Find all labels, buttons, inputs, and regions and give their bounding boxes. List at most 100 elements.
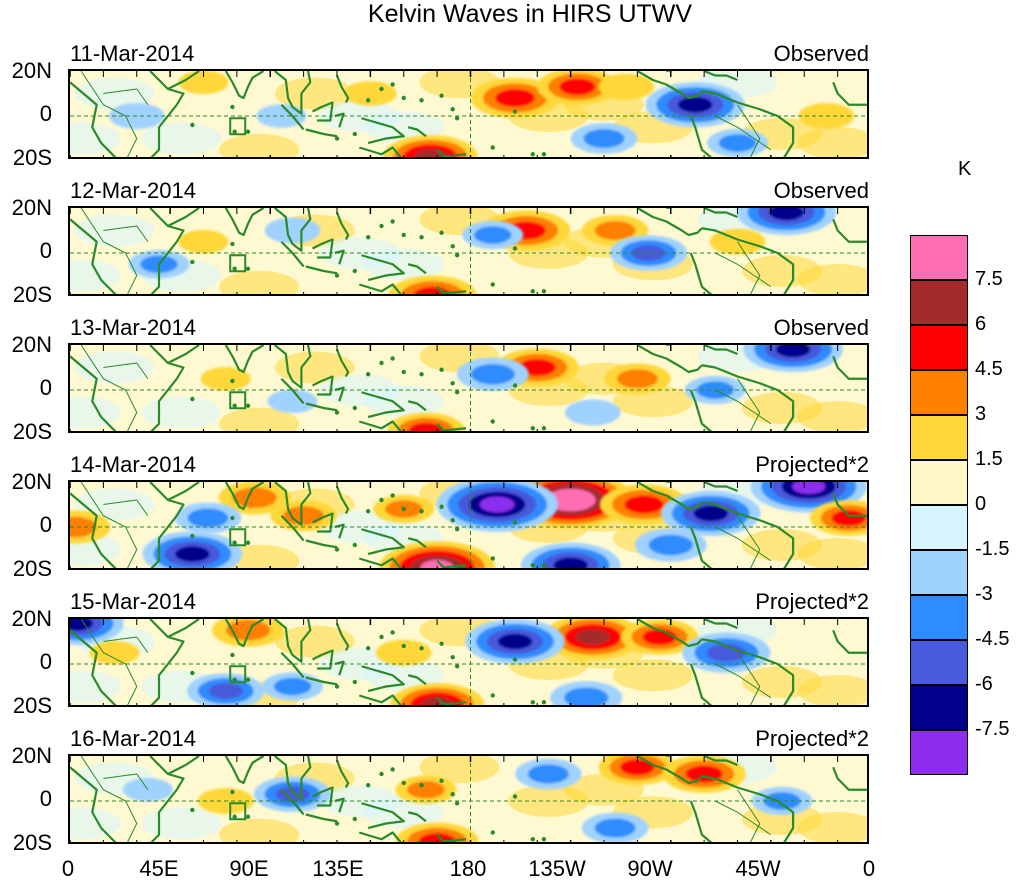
panel-type: Projected*2 xyxy=(755,589,869,614)
coastline xyxy=(703,208,738,219)
coastline xyxy=(832,355,867,380)
map-svg xyxy=(70,71,867,157)
contour-band xyxy=(763,792,801,810)
lon-label: 90E xyxy=(229,856,269,881)
island xyxy=(401,369,406,375)
lat-label: 20S xyxy=(12,693,52,718)
colorbar-swatch xyxy=(910,685,968,730)
coastline xyxy=(305,265,338,275)
island xyxy=(232,677,237,682)
negative-anomaly xyxy=(142,531,243,568)
island xyxy=(379,497,384,503)
coastline xyxy=(703,345,738,356)
coastline xyxy=(689,252,713,294)
island xyxy=(450,655,455,660)
lat-label: 20N xyxy=(11,469,52,494)
island xyxy=(490,145,495,150)
island xyxy=(190,396,195,402)
coastline xyxy=(224,71,265,100)
texture-blob xyxy=(419,756,500,784)
contour-band xyxy=(408,422,444,431)
negative-anomaly xyxy=(634,528,707,562)
country-border xyxy=(80,619,138,705)
contour-band xyxy=(648,534,693,556)
island xyxy=(190,670,195,676)
island xyxy=(541,700,547,705)
coastline xyxy=(312,786,334,807)
coastline xyxy=(636,208,703,237)
coastline xyxy=(305,813,338,823)
island xyxy=(365,646,371,651)
lat-label: 20N xyxy=(11,743,52,768)
map-svg xyxy=(70,619,867,705)
colorbar-label: 1.5 xyxy=(975,448,1003,470)
positive-anomaly xyxy=(604,363,671,395)
island xyxy=(365,372,371,377)
island xyxy=(454,253,460,258)
coastline xyxy=(70,218,117,294)
contour-band xyxy=(555,493,587,507)
island xyxy=(334,547,340,552)
coastline xyxy=(280,651,305,679)
island xyxy=(365,98,371,103)
contour-band xyxy=(553,557,588,568)
coastline xyxy=(358,694,402,705)
coastline xyxy=(636,71,703,100)
island xyxy=(450,107,455,112)
contour-band xyxy=(225,620,271,641)
coastline xyxy=(334,249,345,265)
negative-anomaly xyxy=(253,776,332,813)
island xyxy=(454,527,460,532)
lat-label: 0 xyxy=(39,649,52,674)
coastline xyxy=(361,665,405,693)
texture-blob xyxy=(70,807,122,840)
coastline xyxy=(335,75,350,103)
contour-band xyxy=(187,508,229,528)
negative-anomaly xyxy=(682,632,771,673)
island xyxy=(390,630,395,635)
negative-anomaly xyxy=(743,345,843,373)
island xyxy=(401,95,406,101)
coastline xyxy=(224,345,265,374)
colorbar-swatch xyxy=(910,235,968,280)
island xyxy=(352,405,357,411)
map-panel xyxy=(68,343,869,433)
lon-label: 90W xyxy=(627,856,673,881)
positive-anomaly xyxy=(383,135,478,157)
positive-anomaly xyxy=(388,275,477,294)
coastline xyxy=(832,629,867,654)
panel-type: Observed xyxy=(773,41,869,66)
negative-anomaly xyxy=(465,619,565,665)
positive-anomaly xyxy=(390,683,485,705)
coastline xyxy=(274,71,312,115)
colorbar-swatch xyxy=(910,730,968,775)
texture-blob xyxy=(742,529,822,561)
island xyxy=(512,246,518,251)
coastline xyxy=(305,539,338,549)
coastline xyxy=(149,756,185,842)
colorbar-swatch xyxy=(910,325,968,370)
colorbar-label: -4.5 xyxy=(975,628,1010,650)
contour-band xyxy=(200,366,251,391)
panel-type: Observed xyxy=(773,315,869,340)
island xyxy=(401,780,406,786)
island xyxy=(390,82,395,87)
coastline xyxy=(832,81,867,106)
lat-label: 20S xyxy=(12,556,52,581)
contour-band xyxy=(267,389,318,414)
country-border xyxy=(737,104,761,157)
colorbar-label: 4.5 xyxy=(975,358,1003,380)
island xyxy=(439,504,444,509)
coastline xyxy=(312,101,334,122)
contour-band xyxy=(616,369,658,389)
island xyxy=(454,116,460,121)
map-svg xyxy=(70,345,867,431)
coastline xyxy=(280,103,305,131)
coastline xyxy=(832,766,867,791)
island xyxy=(365,783,371,788)
positive-anomaly xyxy=(810,500,867,536)
coastline xyxy=(334,386,345,402)
coastline xyxy=(224,208,265,237)
contour-band xyxy=(598,73,654,100)
lon-label: 45W xyxy=(735,856,781,881)
